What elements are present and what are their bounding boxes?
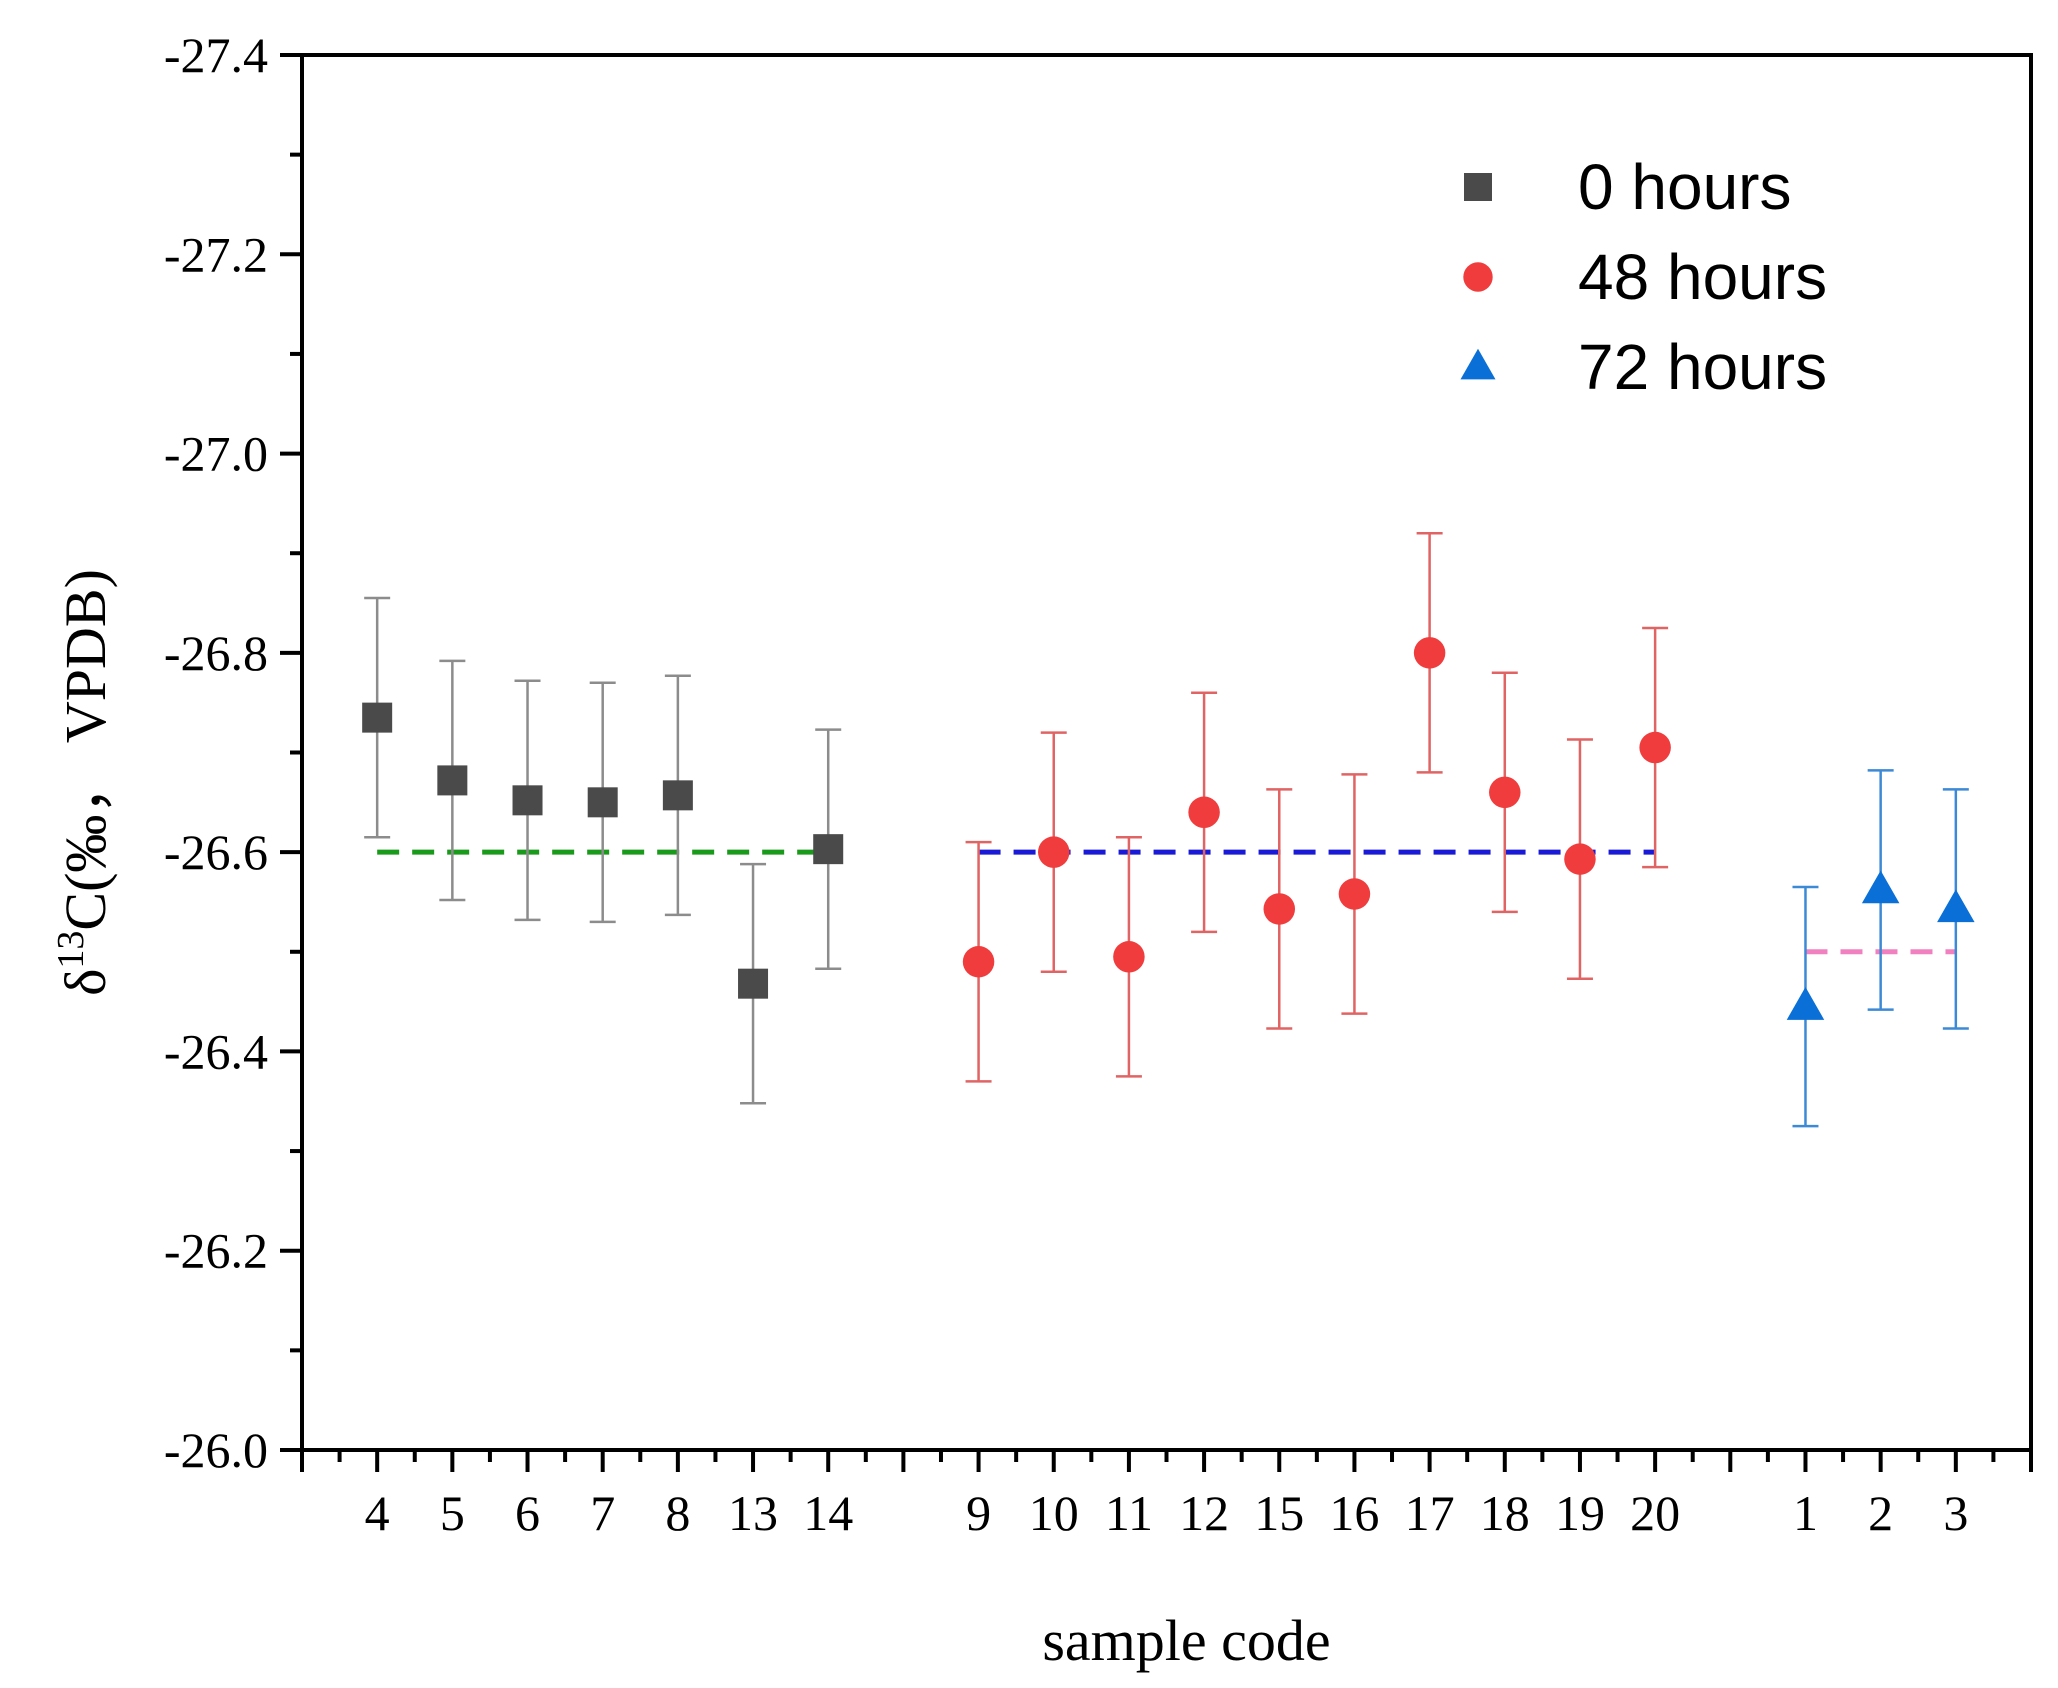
x-tick-label: 14 <box>803 1485 853 1541</box>
y-tick-label: -27.4 <box>164 27 268 83</box>
legend-marker <box>1464 173 1492 201</box>
x-tick-label: 18 <box>1480 1485 1530 1541</box>
y-tick-label: -27.2 <box>164 226 268 282</box>
x-axis-title: sample code <box>1042 1608 1330 1673</box>
x-tick-label: 3 <box>1943 1485 1968 1541</box>
data-point <box>1037 836 1070 868</box>
y-tick-label: -26.8 <box>164 625 268 681</box>
x-tick-label: 19 <box>1555 1485 1605 1541</box>
data-point <box>1639 731 1671 764</box>
data-point <box>1861 870 1900 904</box>
x-tick-label: 2 <box>1868 1485 1893 1541</box>
x-tick-label: 15 <box>1254 1485 1304 1541</box>
x-tick-label: 11 <box>1105 1485 1153 1541</box>
data-point <box>662 780 693 811</box>
legend-marker <box>1463 262 1493 292</box>
axes: -26.0 -26.2 -26.4 -26.6 -26.8 -27.0 -27.2 -27.4… <box>50 27 2033 1673</box>
data-point <box>1786 987 1825 1020</box>
data-point <box>813 834 844 865</box>
data-point <box>1413 637 1446 669</box>
x-tick-label: 10 <box>1029 1485 1079 1541</box>
y-tick-label: -26.4 <box>164 1023 268 1079</box>
y-axis-title-suffix: C(‰， VPDB) <box>53 569 118 930</box>
y-axis-title-superscript: 13 <box>50 931 92 969</box>
x-tick-label: 1 <box>1793 1485 1818 1541</box>
x-tick-label: 4 <box>365 1485 390 1541</box>
y-tick-label: -26.0 <box>164 1422 268 1478</box>
data-point <box>1113 941 1145 973</box>
y-tick-label: -27.0 <box>164 426 268 482</box>
data-points <box>362 637 1975 1020</box>
x-tick-label: 17 <box>1405 1485 1455 1541</box>
legend-label: 48 hours <box>1578 241 1827 313</box>
x-tick-label: 9 <box>966 1485 991 1541</box>
data-point <box>512 785 543 816</box>
x-tick-label: 12 <box>1179 1485 1229 1541</box>
x-tick-label: 7 <box>590 1485 615 1541</box>
y-tick-label: -26.6 <box>164 824 268 880</box>
x-tick-label: 16 <box>1329 1485 1379 1541</box>
data-point <box>437 765 468 796</box>
data-point <box>1937 889 1975 923</box>
data-point <box>587 787 618 818</box>
data-point <box>362 702 393 733</box>
data-point <box>1188 796 1220 829</box>
legend-label: 72 hours <box>1578 331 1827 403</box>
y-axis-title: δ13C(‰， VPDB) <box>50 569 118 996</box>
data-point <box>738 968 769 999</box>
data-point <box>1338 878 1371 910</box>
data-point <box>1564 843 1596 875</box>
data-point <box>962 946 995 978</box>
y-tick-label: -26.2 <box>164 1223 268 1279</box>
data-point <box>1263 893 1296 925</box>
data-point <box>1489 776 1521 809</box>
x-tick-label: 13 <box>728 1485 778 1541</box>
error-bars <box>364 532 1969 1128</box>
legend: 0 hours 48 hours 72 hours <box>1460 151 1827 403</box>
mean-lines <box>377 849 1956 955</box>
x-tick-label: 20 <box>1630 1485 1680 1541</box>
x-tick-label: 6 <box>515 1485 540 1541</box>
legend-marker <box>1460 348 1496 380</box>
legend-label: 0 hours <box>1578 151 1791 223</box>
x-tick-label: 5 <box>440 1485 465 1541</box>
x-tick-label: 8 <box>665 1485 690 1541</box>
y-axis-title-prefix: δ <box>53 969 118 996</box>
